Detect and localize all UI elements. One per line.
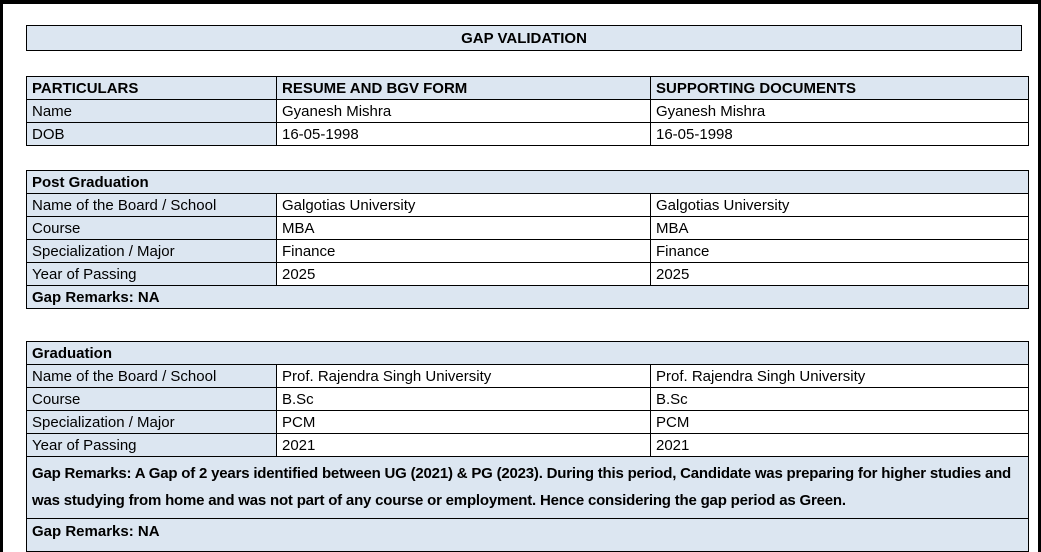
supporting-value: Gyanesh Mishra bbox=[650, 99, 1029, 123]
table-row-year: Year of Passing 2021 2021 bbox=[26, 433, 1029, 457]
column-header-supporting-docs: SUPPORTING DOCUMENTS bbox=[650, 76, 1029, 100]
table-row-board: Name of the Board / School Prof. Rajendr… bbox=[26, 364, 1029, 388]
resume-value: Prof. Rajendra Singh University bbox=[276, 364, 651, 388]
table-row-specialization: Specialization / Major PCM PCM bbox=[26, 410, 1029, 434]
resume-value: Gyanesh Mishra bbox=[276, 99, 651, 123]
page-title: GAP VALIDATION bbox=[26, 25, 1022, 51]
section-title: Post Graduation bbox=[25, 170, 1030, 194]
row-label: DOB bbox=[26, 122, 277, 146]
row-label: Name of the Board / School bbox=[26, 193, 277, 217]
supporting-value: MBA bbox=[649, 216, 1030, 240]
gap-remarks-text: Gap Remarks: A Gap of 2 years identified… bbox=[26, 456, 1029, 519]
row-label: Name of the Board / School bbox=[26, 364, 277, 388]
column-header-particulars: PARTICULARS bbox=[26, 76, 277, 100]
row-label: Year of Passing bbox=[26, 262, 277, 286]
gap-remarks-text: Gap Remarks: NA bbox=[25, 285, 1030, 309]
resume-value: Finance bbox=[276, 239, 651, 263]
row-label: Course bbox=[26, 216, 277, 240]
particulars-table: PARTICULARS RESUME AND BGV FORM SUPPORTI… bbox=[26, 76, 1029, 146]
supporting-value: 16-05-1998 bbox=[650, 122, 1029, 146]
gap-remarks-row: Gap Remarks: NA bbox=[25, 285, 1030, 309]
resume-value: 16-05-1998 bbox=[276, 122, 651, 146]
table-row-course: Course MBA MBA bbox=[26, 216, 1030, 240]
section-title: Graduation bbox=[26, 341, 1029, 365]
row-label: Year of Passing bbox=[26, 433, 277, 457]
row-label: Course bbox=[26, 387, 277, 411]
table-row-year: Year of Passing 2025 2025 bbox=[26, 262, 1030, 286]
table-row-course: Course B.Sc B.Sc bbox=[26, 387, 1029, 411]
graduation-table: Graduation Name of the Board / School Pr… bbox=[26, 341, 1029, 552]
supporting-value: 2025 bbox=[649, 262, 1030, 286]
supporting-value: Prof. Rajendra Singh University bbox=[650, 364, 1029, 388]
resume-value: 2021 bbox=[276, 433, 651, 457]
supporting-value: Finance bbox=[649, 239, 1030, 263]
resume-value: MBA bbox=[276, 216, 651, 240]
row-label: Specialization / Major bbox=[26, 239, 277, 263]
supporting-value: PCM bbox=[650, 410, 1029, 434]
resume-value: PCM bbox=[276, 410, 651, 434]
resume-value: 2025 bbox=[276, 262, 651, 286]
section-header-row: Graduation bbox=[26, 341, 1029, 365]
row-label: Specialization / Major bbox=[26, 410, 277, 434]
column-header-resume-bgv: RESUME AND BGV FORM bbox=[276, 76, 651, 100]
gap-remarks-row-detail: Gap Remarks: A Gap of 2 years identified… bbox=[26, 456, 1029, 519]
supporting-value: 2021 bbox=[650, 433, 1029, 457]
supporting-value: B.Sc bbox=[650, 387, 1029, 411]
table-row-name: Name Gyanesh Mishra Gyanesh Mishra bbox=[26, 99, 1029, 123]
gap-remarks-row: Gap Remarks: NA bbox=[26, 518, 1029, 552]
resume-value: Galgotias University bbox=[276, 193, 651, 217]
section-header-row: Post Graduation bbox=[25, 170, 1030, 194]
particulars-header-row: PARTICULARS RESUME AND BGV FORM SUPPORTI… bbox=[26, 76, 1029, 100]
row-label: Name bbox=[26, 99, 277, 123]
supporting-value: Galgotias University bbox=[649, 193, 1030, 217]
table-row-specialization: Specialization / Major Finance Finance bbox=[26, 239, 1030, 263]
gap-remarks-text: Gap Remarks: NA bbox=[26, 518, 1029, 552]
post-graduation-table: Post Graduation Name of the Board / Scho… bbox=[25, 170, 1030, 309]
table-row-board: Name of the Board / School Galgotias Uni… bbox=[26, 193, 1030, 217]
table-row-dob: DOB 16-05-1998 16-05-1998 bbox=[26, 122, 1029, 146]
resume-value: B.Sc bbox=[276, 387, 651, 411]
